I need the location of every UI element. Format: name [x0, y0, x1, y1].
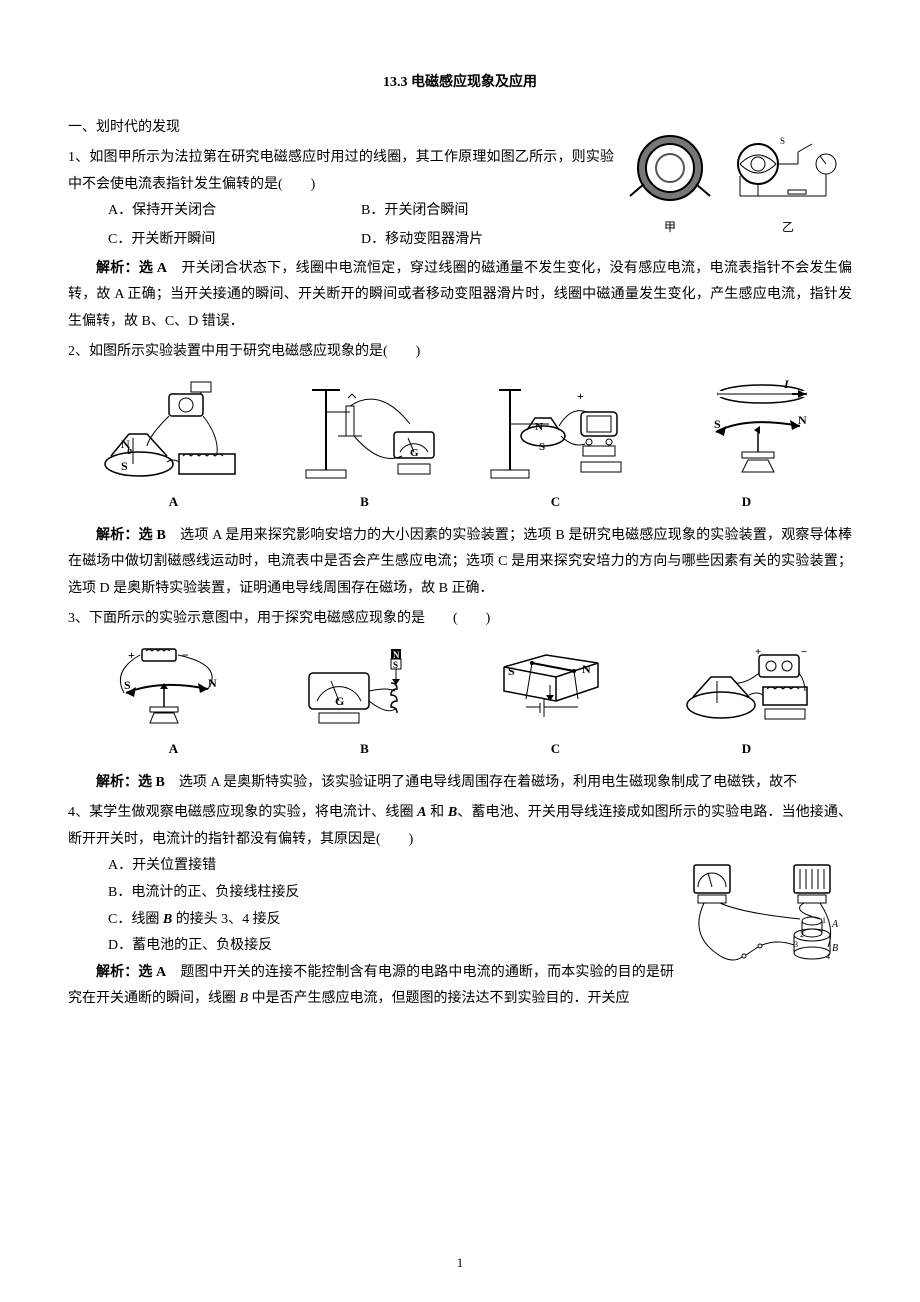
svg-text:−: −: [182, 648, 189, 662]
q2-analysis-lead: 解析：选 B: [96, 528, 166, 543]
q2-analysis-body: 选项 A 是用来探究影响安培力的大小因素的实验装置；选项 B 是研究电磁感应现象…: [68, 528, 852, 596]
svg-text:I: I: [783, 377, 790, 391]
svg-text:3: 3: [794, 940, 798, 949]
q2-labC: C: [551, 494, 560, 509]
svg-text:+: +: [577, 389, 584, 403]
q2-labA: A: [169, 494, 178, 509]
q1-fig-yi-label: 乙: [726, 216, 850, 239]
svg-text:+: +: [755, 646, 761, 658]
svg-text:1: 1: [822, 916, 826, 925]
q4-stem: 4、某学生做观察电磁感应现象的实验，将电流计、线圈 A 和 B、蓄电池、开关用导…: [68, 800, 852, 853]
svg-text:N: N: [582, 662, 591, 676]
q1-optC: C．开关断开瞬间: [108, 227, 361, 254]
svg-text:2: 2: [800, 930, 804, 939]
q3-labB: B: [360, 741, 369, 756]
svg-text:S: S: [714, 417, 721, 431]
svg-text:G: G: [410, 447, 419, 459]
svg-text:S: S: [124, 678, 131, 692]
q2-labD: D: [742, 494, 751, 509]
q2-figD: I S N D: [672, 376, 822, 515]
q2-labB: B: [360, 494, 369, 509]
q3-figC: S N C: [486, 643, 626, 762]
svg-text:S: S: [508, 664, 515, 678]
q2-figC: N S + C: [481, 376, 631, 515]
q2-figA: N S b A: [99, 376, 249, 515]
q1-options-row2: C．开关断开瞬间 D．移动变阻器滑片: [108, 227, 614, 254]
q1-analysis-body: 开关闭合状态下，线圈中电流恒定，穿过线圈的磁通量不发生变化，没有感应电流，电流表…: [68, 261, 852, 329]
svg-text:S: S: [393, 660, 398, 670]
q3-figA: + − S N A: [104, 643, 244, 762]
q1-options-row1: A．保持开关闭合 B．开关闭合瞬间: [108, 198, 614, 225]
q2-stem: 2、如图所示实验装置中用于研究电磁感应现象的是( ): [68, 339, 852, 366]
doc-title: 13.3 电磁感应现象及应用: [68, 70, 852, 97]
svg-text:b: b: [127, 446, 132, 457]
q4-figure: A B 1 2 3 4: [682, 857, 852, 977]
svg-text:4: 4: [826, 952, 830, 961]
svg-text:N: N: [208, 676, 217, 690]
svg-text:N: N: [798, 413, 807, 427]
q3-analysis: 解析：选 B 选项 A 是奥斯特实验，该实验证明了通电导线周围存在着磁场，利用电…: [68, 770, 852, 797]
q3-analysis-lead: 解析：选 B: [96, 775, 165, 790]
q1-fig-jia: 甲: [624, 134, 716, 239]
q1-analysis-lead: 解析：选 A: [96, 261, 167, 276]
svg-text:G: G: [335, 694, 344, 708]
question-2: 2、如图所示实验装置中用于研究电磁感应现象的是( ) N S b A: [68, 339, 852, 602]
q3-figures: + − S N A G: [68, 643, 852, 762]
q1-optD: D．移动变阻器滑片: [361, 227, 614, 254]
q1-fig-yi: S 乙: [726, 134, 850, 239]
q1-figure: 甲 S 乙: [622, 149, 852, 239]
svg-text:S: S: [121, 459, 128, 473]
q1-analysis: 解析：选 A 开关闭合状态下，线圈中电流恒定，穿过线圈的磁通量不发生变化，没有感…: [68, 256, 852, 336]
q4-analysis-lead: 解析：选 A: [96, 965, 166, 980]
q3-stem: 3、下面所示的实验示意图中，用于探究电磁感应现象的是 ( ): [68, 606, 852, 633]
q2-figB: G B: [290, 376, 440, 515]
q3-labA: A: [169, 741, 178, 756]
q1-fig-S: S: [780, 136, 785, 146]
svg-text:N: N: [535, 421, 543, 433]
q2-figures: N S b A: [68, 376, 852, 515]
q3-labC: C: [551, 741, 560, 756]
q1-optB: B．开关闭合瞬间: [361, 198, 614, 225]
svg-text:A: A: [831, 919, 839, 930]
svg-text:B: B: [832, 943, 838, 954]
question-4: 4、某学生做观察电磁感应现象的实验，将电流计、线圈 A 和 B、蓄电池、开关用导…: [68, 800, 852, 1013]
question-3: 3、下面所示的实验示意图中，用于探究电磁感应现象的是 ( ) + − S N: [68, 606, 852, 796]
q1-optA: A．保持开关闭合: [108, 198, 361, 225]
svg-text:N: N: [393, 650, 400, 660]
q3-analysis-body: 选项 A 是奥斯特实验，该实验证明了通电导线周围存在着磁场，利用电生磁现象制成了…: [165, 775, 797, 790]
page-number: 1: [0, 1251, 920, 1276]
svg-text:S: S: [539, 441, 545, 453]
svg-text:−: −: [801, 646, 807, 658]
q1-fig-jia-label: 甲: [624, 216, 716, 239]
q3-figB: G N S B: [295, 643, 435, 762]
svg-text:+: +: [128, 648, 135, 662]
q2-analysis: 解析：选 B 选项 A 是用来探究影响安培力的大小因素的实验装置；选项 B 是研…: [68, 523, 852, 603]
q3-labD: D: [742, 741, 751, 756]
q3-figD: + − D: [677, 643, 817, 762]
question-1: 甲 S 乙 1、如图甲所示为法拉第在研究电磁感应时用过的线圈，其工作: [68, 145, 852, 335]
